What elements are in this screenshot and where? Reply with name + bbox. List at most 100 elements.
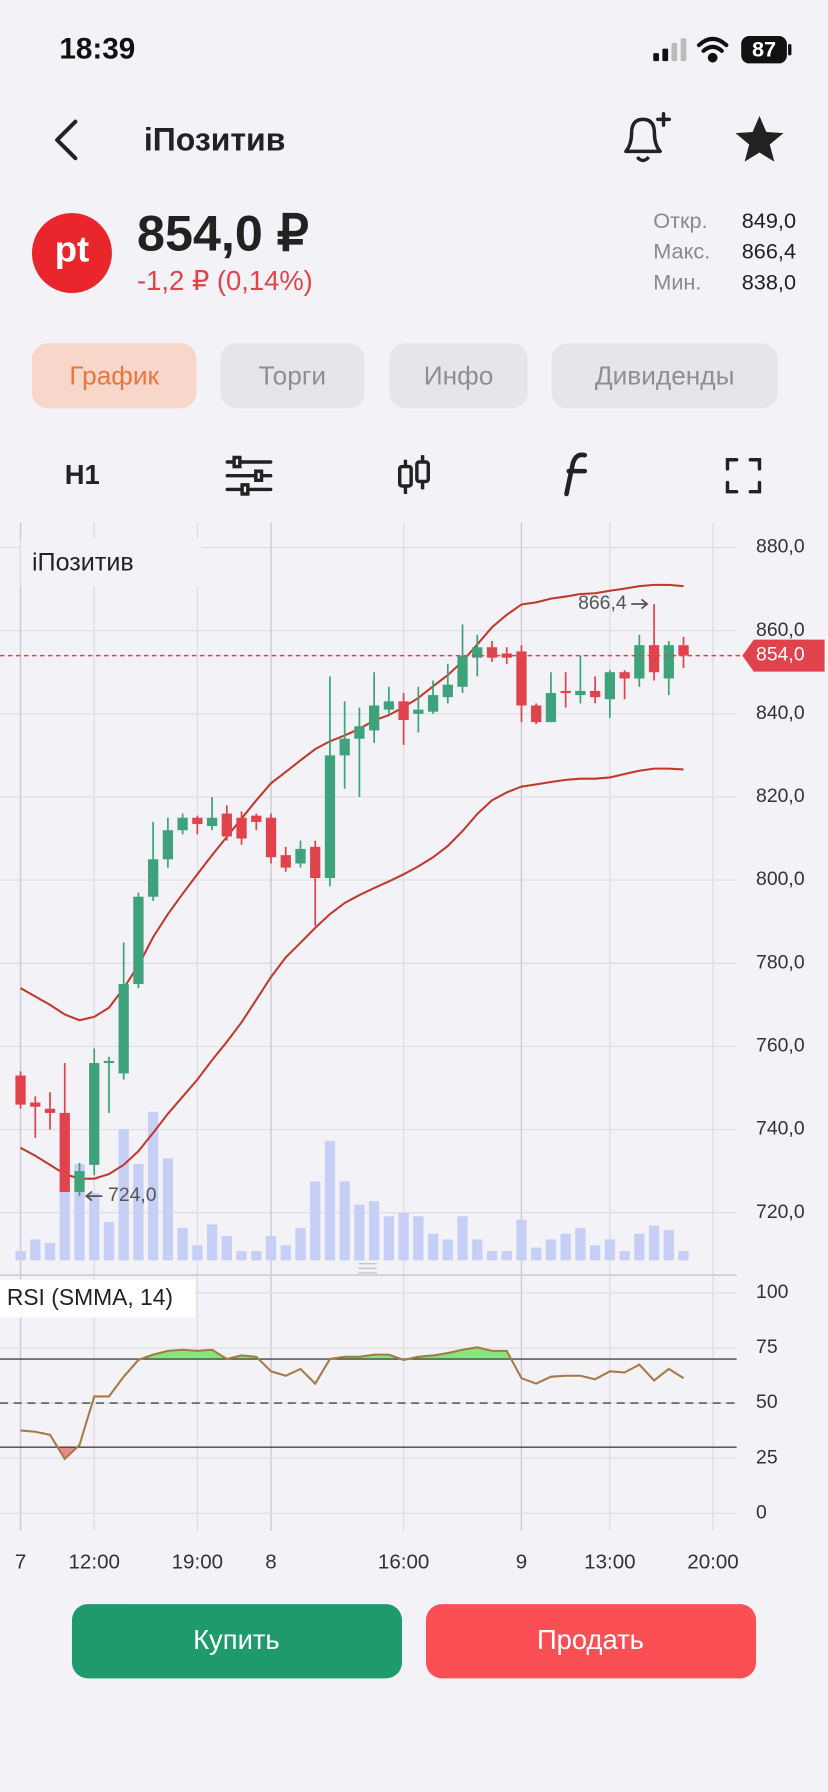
candle-body	[354, 726, 365, 739]
header-title: iПозитив	[144, 122, 285, 158]
candle-body	[648, 645, 660, 673]
bollinger-band	[20, 767, 684, 1180]
candle-body	[545, 693, 557, 723]
stat-label: Макс.	[653, 239, 710, 264]
candle-body	[15, 1075, 26, 1105]
buy-button[interactable]	[71, 1604, 403, 1679]
candle-body	[148, 859, 159, 897]
candle-body	[516, 651, 527, 706]
y-tick-label: 840,0	[756, 702, 805, 724]
min-arrow	[84, 1190, 103, 1202]
y-tick-label: 75	[756, 1336, 778, 1358]
logo	[31, 213, 112, 293]
x-tick-label: 20:00	[687, 1550, 738, 1573]
x-tick-label: 13:00	[584, 1550, 635, 1573]
volume-bar	[310, 1181, 321, 1261]
rsi-title: RSI (SMMA, 14)	[7, 1284, 173, 1310]
y-tick-label: 50	[756, 1391, 778, 1413]
candle-body	[369, 705, 380, 731]
volume-bar	[339, 1181, 350, 1261]
tab[interactable]	[220, 343, 365, 409]
volume-bar	[369, 1201, 380, 1261]
volume-bar	[472, 1239, 483, 1261]
alert-button[interactable]	[624, 111, 671, 163]
last-price-tag	[742, 639, 825, 672]
candle-body	[280, 855, 291, 868]
candle-body	[192, 817, 203, 824]
bollinger-band	[20, 583, 684, 1022]
last-price-label: 854,0	[756, 644, 805, 666]
volume-bar	[236, 1251, 247, 1261]
rsi-line	[20, 1346, 685, 1461]
tab-label: Инфо	[424, 360, 494, 390]
candle-body	[413, 709, 424, 714]
chart-title-box	[20, 538, 202, 587]
volume-bar	[221, 1235, 232, 1261]
volume-bar	[663, 1230, 674, 1261]
x-tick-label: 16:00	[378, 1550, 429, 1573]
chart-type-button[interactable]	[398, 455, 430, 494]
candle-body	[531, 705, 542, 723]
volume-bar	[634, 1233, 645, 1261]
volume-bar	[648, 1225, 660, 1261]
stat-label: Мин.	[653, 270, 701, 295]
tabs: График Торги Инфо Дивиденды	[31, 343, 778, 409]
volume-bar	[192, 1245, 203, 1261]
candle-body	[442, 684, 453, 698]
stats: Откр. 849,0 Макс. 866,4 Мин. 838,0	[653, 208, 796, 295]
volume-bar	[427, 1233, 439, 1261]
candle-body	[74, 1171, 85, 1192]
candle-body	[295, 848, 306, 864]
volume-bar	[354, 1204, 365, 1261]
volume-bar	[604, 1239, 616, 1261]
y-tick-label: 25	[756, 1446, 778, 1468]
candle-body	[339, 738, 350, 756]
candle-body	[575, 690, 586, 696]
candle-body	[619, 672, 630, 679]
volume-bar	[44, 1242, 56, 1261]
volume-bar	[383, 1216, 395, 1261]
volume-bar	[501, 1251, 512, 1261]
chart-area: 720,0 740,0 760,0 780,0 800,0 820,0 840,0 860,0…	[0, 522, 825, 1573]
tab[interactable]	[389, 343, 528, 409]
volume-bar	[678, 1251, 689, 1261]
candle-body	[133, 896, 144, 985]
favorite-button[interactable]	[735, 115, 784, 162]
volume-bar	[15, 1251, 26, 1261]
candle-body	[251, 815, 262, 822]
candle-body	[486, 647, 498, 658]
candle-body	[265, 817, 277, 858]
candle-body	[59, 1112, 70, 1192]
volume-bar	[324, 1140, 336, 1261]
sell-button[interactable]	[425, 1604, 757, 1679]
candle-body	[457, 655, 468, 687]
interval-button[interactable]: H1	[65, 459, 100, 490]
y-tick-label: 760,0	[756, 1035, 805, 1057]
volume-bar	[486, 1251, 498, 1261]
y-tick-label: 860,0	[756, 619, 805, 641]
fullscreen-button[interactable]	[725, 458, 762, 494]
volume-bar	[30, 1239, 41, 1261]
indicators-button[interactable]	[225, 455, 273, 496]
candle-body	[310, 846, 321, 879]
candle-body	[663, 645, 674, 679]
rsi-title-box	[0, 1279, 196, 1318]
tab-label: Торги	[259, 360, 326, 390]
candle-body	[398, 701, 409, 721]
signal-icon	[653, 38, 687, 62]
functions-button[interactable]	[564, 452, 588, 497]
back-button[interactable]	[55, 119, 78, 161]
y-tick-label: 100	[756, 1281, 789, 1303]
volume-bar	[589, 1245, 601, 1261]
volume-bar	[162, 1158, 174, 1261]
battery-level: 87	[752, 37, 776, 62]
y-tick-label: 780,0	[756, 951, 805, 973]
max-label: 866,4	[578, 592, 627, 614]
volume-bar	[619, 1251, 630, 1261]
tab[interactable]	[31, 343, 197, 409]
x-tick-label: 12:00	[69, 1550, 120, 1573]
candle-body	[589, 690, 601, 698]
tab[interactable]	[551, 343, 778, 409]
